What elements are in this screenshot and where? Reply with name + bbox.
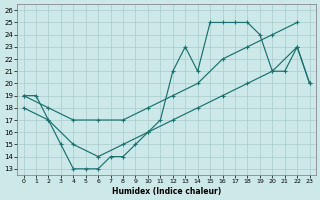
- X-axis label: Humidex (Indice chaleur): Humidex (Indice chaleur): [112, 187, 221, 196]
